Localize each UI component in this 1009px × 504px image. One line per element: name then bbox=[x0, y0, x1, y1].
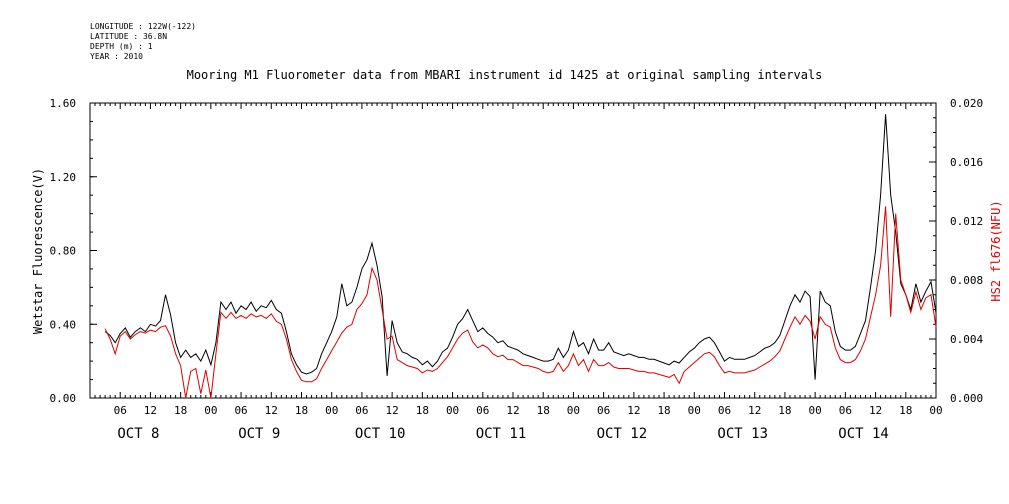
x-tick-label: 00 bbox=[809, 404, 822, 417]
longitude-label: LONGITUDE : 122W(-122) bbox=[90, 22, 196, 31]
x-tick-label: 00 bbox=[567, 404, 580, 417]
series-wetstar-line bbox=[104, 114, 937, 380]
x-tick-label: 00 bbox=[688, 404, 701, 417]
x-tick-label: 18 bbox=[778, 404, 791, 417]
x-tick-label: 00 bbox=[325, 404, 338, 417]
plot-series bbox=[104, 114, 937, 399]
y-tick-label-left: 1.60 bbox=[50, 97, 77, 110]
x-tick-label: 06 bbox=[839, 404, 852, 417]
x-tick-label: 06 bbox=[597, 404, 610, 417]
year-label: YEAR : 2010 bbox=[90, 52, 143, 61]
x-tick-label: 06 bbox=[355, 404, 368, 417]
y-tick-label-right: 0.012 bbox=[950, 215, 983, 228]
x-day-label: OCT 10 bbox=[355, 426, 406, 442]
y-tick-label-right: 0.020 bbox=[950, 97, 983, 110]
x-tick-label: 06 bbox=[476, 404, 489, 417]
plot-frame bbox=[89, 102, 937, 399]
depth-label: DEPTH (m) : 1 bbox=[90, 42, 153, 51]
plot-axes: 06 12 18 00 06 12 18 00 06 12 18 00 06 12 18 00 06 12 18 00… bbox=[50, 97, 984, 442]
y-tick-label-left: 0.40 bbox=[50, 318, 77, 331]
x-tick-label: 18 bbox=[657, 404, 670, 417]
x-tick-label: 00 bbox=[204, 404, 217, 417]
x-tick-label: 18 bbox=[537, 404, 550, 417]
y-axis-label-left: Wetstar Fluorescence(V) bbox=[31, 168, 45, 334]
y-tick-label-right: 0.000 bbox=[950, 392, 983, 405]
x-day-label: OCT 12 bbox=[597, 426, 648, 442]
y-tick-label-right: 0.016 bbox=[950, 156, 983, 169]
y-tick-label-right: 0.008 bbox=[950, 274, 983, 287]
x-day-label: OCT 9 bbox=[238, 426, 280, 442]
x-tick-label: 12 bbox=[265, 404, 278, 417]
x-day-label: OCT 8 bbox=[117, 426, 159, 442]
x-tick-label: 12 bbox=[748, 404, 761, 417]
series-hs2-line bbox=[104, 206, 937, 399]
x-tick-label: 00 bbox=[446, 404, 459, 417]
y-axis-label-right: HS2 fl676(NFU) bbox=[989, 200, 1003, 301]
x-tick-label: 12 bbox=[506, 404, 519, 417]
latitude-label: LATITUDE : 36.8N bbox=[90, 32, 168, 41]
x-day-label: OCT 11 bbox=[476, 426, 527, 442]
x-tick-label: 06 bbox=[114, 404, 127, 417]
x-day-label: OCT 14 bbox=[838, 426, 889, 442]
plot-metadata: LONGITUDE : 122W(-122) LATITUDE : 36.8N … bbox=[90, 22, 196, 62]
x-tick-label: 12 bbox=[627, 404, 640, 417]
chart-title: Mooring M1 Fluorometer data from MBARI i… bbox=[186, 68, 823, 82]
x-day-label: OCT 13 bbox=[717, 426, 768, 442]
x-tick-label: 12 bbox=[144, 404, 157, 417]
x-tick-label: 18 bbox=[899, 404, 912, 417]
x-tick-label: 06 bbox=[234, 404, 247, 417]
x-tick-label: 18 bbox=[416, 404, 429, 417]
x-tick-label: 18 bbox=[295, 404, 308, 417]
x-tick-label: 00 bbox=[929, 404, 942, 417]
y-tick-label-left: 0.00 bbox=[50, 392, 77, 405]
y-tick-label-left: 1.20 bbox=[50, 171, 77, 184]
x-tick-label: 12 bbox=[869, 404, 882, 417]
x-tick-label: 12 bbox=[386, 404, 399, 417]
y-tick-label-left: 0.80 bbox=[50, 245, 77, 258]
y-tick-label-right: 0.004 bbox=[950, 333, 983, 346]
x-tick-label: 18 bbox=[174, 404, 187, 417]
x-tick-label: 06 bbox=[718, 404, 731, 417]
